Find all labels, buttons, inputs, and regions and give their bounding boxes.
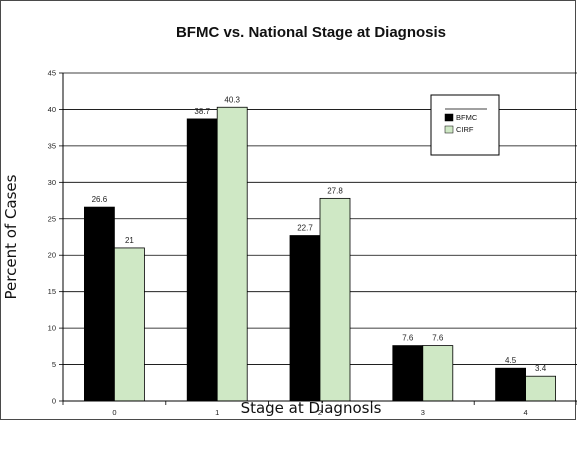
bars xyxy=(84,106,556,402)
y-tick-label: 15 xyxy=(48,287,56,296)
data-label: 26.6 xyxy=(92,195,108,204)
y-tick-label: 40 xyxy=(48,105,56,114)
bar-bfmc xyxy=(289,235,321,402)
y-tick-label: 20 xyxy=(48,251,56,260)
bar-cirf xyxy=(114,247,145,402)
legend-label-bfmc: BFMC xyxy=(456,113,478,122)
data-label: 22.7 xyxy=(297,224,313,233)
legend-label-cirf: CIRF xyxy=(456,125,474,134)
data-label: 21 xyxy=(125,236,134,245)
legend-box xyxy=(430,94,500,156)
x-tick-label: 3 xyxy=(421,408,425,417)
x-tick-label: 4 xyxy=(524,408,528,417)
y-tick-label: 35 xyxy=(48,141,56,150)
bar-cirf xyxy=(319,197,351,402)
y-tick-label: 30 xyxy=(48,178,56,187)
data-label: 3.4 xyxy=(535,364,547,373)
data-label: 27.8 xyxy=(327,186,343,195)
data-label: 40.3 xyxy=(224,95,240,104)
data-label: 4.5 xyxy=(505,356,517,365)
data-labels: 26.6 21 38.7 40.3 22.7 27.8 7.6 7.6 4.5 3.4 xyxy=(92,95,547,373)
x-tick-label: 1 xyxy=(215,408,219,417)
data-label: 38.7 xyxy=(194,107,210,116)
chart-title: BFMC vs. National Stage at Diagnosis xyxy=(176,24,446,41)
bar-cirf xyxy=(216,106,248,402)
x-axis-title: Stage at Diagnosis xyxy=(241,399,382,417)
bar-bfmc xyxy=(186,118,218,402)
bar-bfmc xyxy=(84,206,115,402)
chart: BFMC vs. National Stage at Diagnosis 26.… xyxy=(2,24,577,417)
bar-bfmc xyxy=(495,367,527,402)
legend: BFMC CIRF xyxy=(430,94,500,156)
chart-frame: BFMC vs. National Stage at Diagnosis 26.… xyxy=(0,0,577,420)
y-axis-title: Percent of Cases xyxy=(2,174,20,299)
legend-swatch-cirf xyxy=(444,125,454,134)
data-label: 7.6 xyxy=(402,334,414,343)
x-axis-ticks: 0 1 2 3 4 xyxy=(62,401,577,417)
legend-swatch-bfmc xyxy=(444,113,454,122)
x-tick-label: 2 xyxy=(318,408,322,417)
data-label: 7.6 xyxy=(432,334,444,343)
x-tick-label: 0 xyxy=(112,408,116,417)
y-axis-ticks: 0 5 10 15 20 25 30 35 40 45 xyxy=(48,69,63,406)
y-tick-label: 10 xyxy=(48,324,56,333)
y-tick-label: 25 xyxy=(48,214,56,223)
bar-cirf xyxy=(525,375,556,402)
bar-bfmc xyxy=(392,345,424,402)
bar-cirf xyxy=(422,345,454,402)
y-tick-label: 45 xyxy=(48,69,56,78)
y-tick-label: 5 xyxy=(52,360,56,369)
y-tick-label: 0 xyxy=(52,397,56,406)
